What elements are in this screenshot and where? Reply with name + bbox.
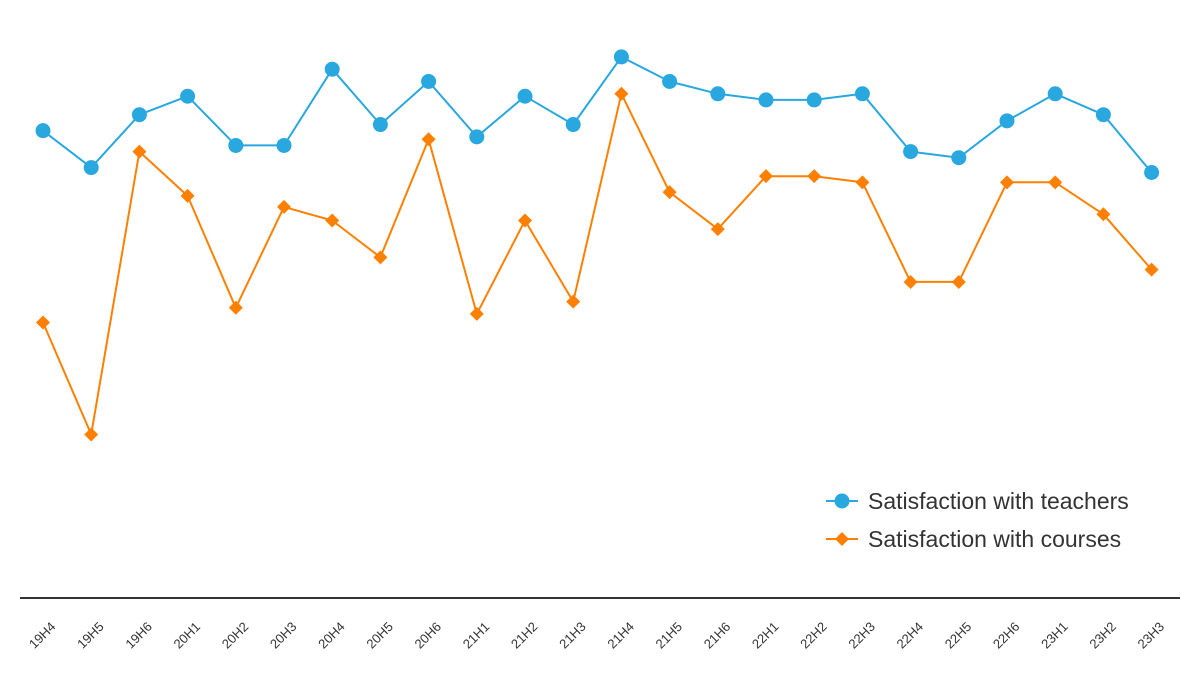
x-tick-label: 23H1	[1038, 619, 1071, 652]
x-tick-label: 22H2	[797, 619, 830, 652]
series-2-point	[614, 86, 629, 101]
legend-item: Satisfaction with teachers	[826, 488, 1129, 514]
series-layer	[35, 49, 1160, 442]
series-1-point	[854, 86, 870, 102]
series-2-point	[132, 144, 147, 159]
x-tick-label: 20H4	[315, 619, 348, 652]
legend: Satisfaction with teachers Satisfaction w…	[826, 488, 1129, 552]
series-1-point	[228, 137, 244, 153]
series-2-point	[373, 250, 388, 265]
x-tick-label: 19H4	[26, 619, 59, 652]
series-2-point	[951, 274, 966, 289]
legend-item: Satisfaction with courses	[826, 526, 1121, 552]
x-tick-label: 21H3	[556, 619, 589, 652]
series-2-point	[277, 199, 291, 214]
x-tick-label: 20H6	[412, 619, 445, 652]
series-2-point	[1048, 175, 1063, 190]
series-1-point	[35, 123, 51, 139]
x-tick-label: 22H1	[749, 619, 782, 652]
series-2-point	[1096, 207, 1111, 222]
series-2-point	[180, 188, 195, 203]
x-axis-ticks: 19H4 19H5 19H6 20H1 20H2 20H3 20H4 20H5 20H6 21H1…	[26, 619, 1167, 652]
series-1	[35, 49, 1160, 180]
x-tick-label: 22H5	[942, 619, 975, 652]
series-1-point	[999, 113, 1015, 129]
x-tick-label: 22H3	[845, 619, 878, 652]
series-1-point	[421, 73, 437, 89]
series-2-point	[759, 169, 773, 184]
x-tick-label: 21H6	[701, 619, 734, 652]
x-tick-label: 20H3	[267, 619, 300, 652]
series-2-point	[36, 315, 50, 330]
series-2-point	[84, 427, 99, 442]
series-1-point	[1095, 107, 1111, 123]
x-tick-label: 22H6	[990, 619, 1023, 652]
series-2	[36, 86, 1159, 442]
legend-swatch-marker	[835, 532, 849, 546]
series-2-line	[42, 92, 1153, 436]
series-2-point	[662, 185, 677, 200]
series-1-point	[951, 150, 967, 166]
series-1-point	[903, 144, 919, 160]
x-tick-label: 23H3	[1135, 619, 1168, 652]
series-1-point	[806, 92, 822, 108]
series-2-point	[903, 274, 918, 289]
series-2-point	[855, 175, 870, 190]
series-1-point	[1047, 86, 1063, 102]
x-tick-label: 21H2	[508, 619, 541, 652]
series-1-line	[42, 55, 1153, 174]
series-1-point	[131, 107, 147, 123]
series-1-point	[372, 117, 388, 133]
series-1-point	[662, 73, 678, 89]
legend-label: Satisfaction with teachers	[868, 488, 1129, 514]
series-1-point	[83, 160, 99, 176]
series-1-point	[324, 61, 340, 77]
x-tick-label: 21H1	[460, 619, 493, 652]
series-2-point	[325, 213, 340, 228]
x-tick-label: 20H2	[219, 619, 252, 652]
legend-swatch-marker	[834, 493, 850, 509]
series-1-point	[758, 92, 774, 108]
x-tick-label: 21H4	[604, 619, 637, 652]
series-2-point	[228, 300, 243, 315]
series-2-point	[421, 132, 436, 147]
series-2-point	[518, 213, 532, 228]
series-2-point	[1000, 175, 1014, 190]
x-tick-label: 20H1	[171, 619, 204, 652]
x-tick-label: 22H4	[894, 619, 927, 652]
series-1-point	[1144, 164, 1160, 180]
x-tick-label: 23H2	[1086, 619, 1119, 652]
series-1-point	[180, 88, 196, 104]
series-1-point	[565, 117, 581, 133]
series-2-point	[710, 222, 725, 237]
legend-label: Satisfaction with courses	[868, 526, 1121, 552]
series-1-point	[613, 49, 629, 65]
series-1-point	[469, 129, 485, 145]
series-2-point	[1144, 262, 1159, 277]
series-1-point	[276, 137, 292, 153]
x-tick-label: 20H5	[363, 619, 396, 652]
series-1-point	[710, 86, 726, 102]
series-2-point	[807, 169, 822, 184]
series-2-point	[469, 306, 484, 321]
x-tick-label: 19H6	[122, 619, 155, 652]
series-2-point	[566, 294, 581, 309]
series-1-point	[517, 88, 533, 104]
x-tick-label: 21H5	[653, 619, 686, 652]
x-tick-label: 19H5	[74, 619, 107, 652]
